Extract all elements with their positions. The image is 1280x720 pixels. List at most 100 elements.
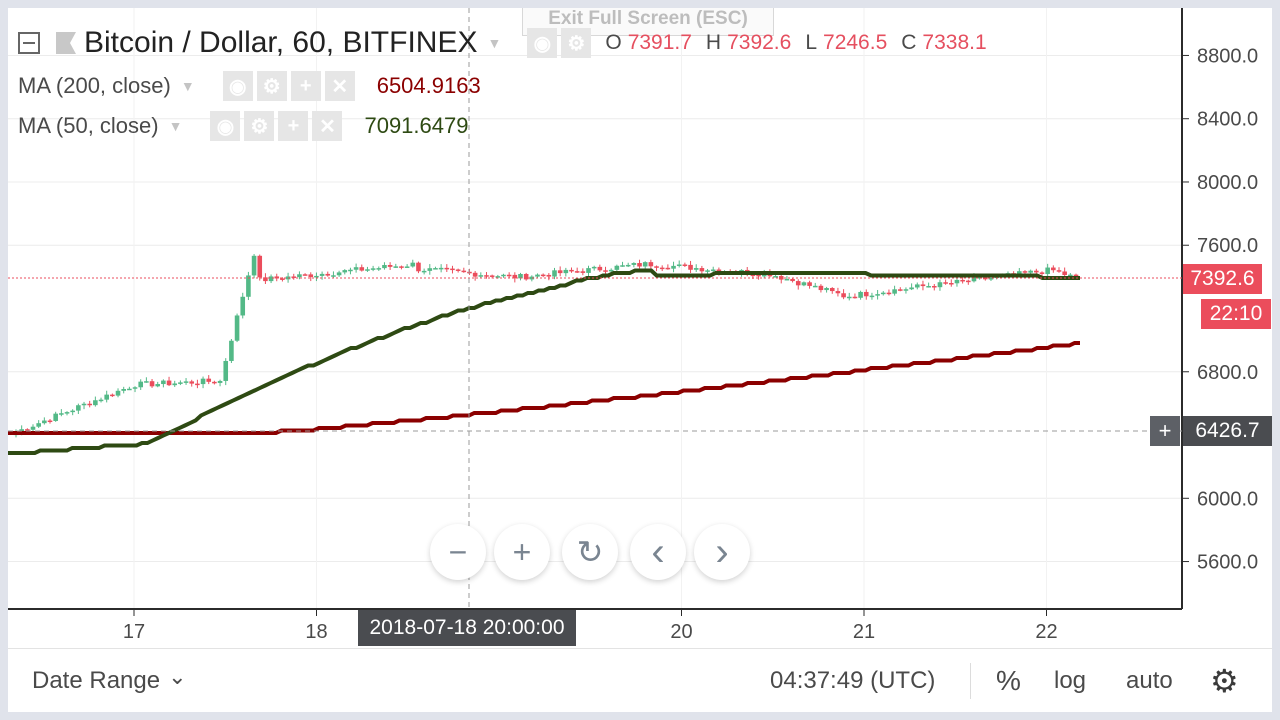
utc-clock[interactable]: 04:37:49 (UTC) [770, 667, 936, 694]
crosshair-add-button[interactable]: + [1150, 416, 1180, 446]
scroll-right-button[interactable]: › [694, 524, 750, 580]
candle-body [421, 270, 427, 273]
candle-body [132, 387, 138, 389]
candle-body [297, 274, 302, 278]
ma50-label[interactable]: MA (50, close) [18, 113, 159, 138]
ma200-buttons: ◉ ⚙ + ✕ [222, 71, 355, 101]
eye-icon[interactable]: ◉ [527, 28, 558, 58]
candle-body [671, 265, 676, 269]
candle-body [784, 278, 790, 281]
ohlc-open-key: O [605, 31, 622, 54]
eye-icon[interactable]: ◉ [210, 111, 241, 141]
candle-body [370, 268, 376, 270]
candle-body [909, 287, 914, 290]
candle-body [195, 383, 200, 386]
close-icon[interactable]: ✕ [312, 111, 343, 141]
candle-body [263, 277, 268, 282]
candle-body [863, 291, 869, 297]
candle-body [138, 381, 144, 388]
collapse-legend-icon[interactable] [18, 32, 40, 54]
chevron-down-icon[interactable]: ▼ [487, 35, 502, 51]
reset-icon[interactable]: ↻ [562, 524, 618, 580]
candle-body [1073, 274, 1079, 277]
chevron-down-icon: ⌄ [168, 664, 187, 689]
ma50-value: 7091.6479 [364, 113, 469, 138]
close-icon[interactable]: ✕ [324, 71, 355, 101]
candle-body [325, 273, 331, 276]
exit-fullscreen-button[interactable]: Exit Full Screen (ESC) [522, 8, 774, 36]
candle-body [620, 265, 625, 267]
crosshair-time-tag: 2018-07-18 20:00:00 [358, 610, 576, 646]
candle-body [506, 274, 512, 277]
candle-body [478, 275, 484, 277]
candle-body [331, 275, 336, 277]
candle-body [926, 286, 931, 288]
gear-icon[interactable]: ⚙ [1210, 663, 1239, 699]
candle-body [115, 390, 121, 396]
scroll-left-button[interactable]: ‹ [630, 524, 686, 580]
candle-body [70, 410, 75, 413]
candle-body [880, 292, 886, 295]
ohlc-open-value: 7391.7 [627, 31, 692, 54]
candle-body [416, 262, 421, 272]
gear-icon[interactable]: ⚙ [561, 28, 592, 58]
candle-body [433, 268, 438, 270]
percent-toggle[interactable]: % [996, 665, 1021, 696]
candle-body [1017, 271, 1022, 275]
plus-icon[interactable]: + [278, 111, 309, 141]
candle-body [846, 296, 852, 299]
candle-body [444, 267, 450, 270]
gear-icon[interactable]: ⚙ [256, 71, 287, 101]
price-tick-label: 8800.0 [1197, 45, 1258, 67]
candle-body [920, 284, 926, 287]
candle-body [98, 399, 104, 402]
candle-body [200, 378, 206, 385]
candle-body [166, 380, 172, 386]
candle-body [852, 296, 858, 299]
gear-icon[interactable]: ⚙ [244, 111, 275, 141]
candle-body [87, 403, 92, 406]
candle-body [625, 264, 631, 267]
price-tick-label: 8400.0 [1197, 109, 1258, 131]
candle-body [217, 380, 223, 383]
candle-body [535, 274, 540, 277]
date-range-button[interactable]: Date Range ⌄ [32, 649, 187, 712]
zoom-out-button[interactable]: − [430, 524, 486, 580]
candle-body [637, 263, 642, 267]
candle-body [274, 276, 280, 279]
candle-body [461, 270, 467, 273]
flag-icon[interactable] [56, 32, 76, 54]
auto-toggle[interactable]: auto [1126, 667, 1173, 694]
log-toggle[interactable]: log [1054, 667, 1087, 694]
candle-body [693, 268, 699, 270]
countdown-tag: 22:10 [1201, 299, 1271, 329]
plus-icon[interactable]: + [290, 71, 321, 101]
candle-body [977, 277, 982, 279]
last-price-tag: 7392.6 [1183, 264, 1262, 294]
ohlc-low-value: 7246.5 [823, 31, 888, 54]
candle-body [484, 275, 489, 277]
chart-canvas[interactable]: 8800.0 8400.0 8000.0 7600.0 6800.0 6000.0 5600… [8, 8, 1272, 648]
candle-body [223, 360, 229, 381]
candle-body [586, 268, 591, 273]
ma200-value: 6504.9163 [376, 73, 481, 98]
candle-body [631, 263, 637, 265]
candle-body [869, 295, 875, 298]
symbol-title[interactable]: Bitcoin / Dollar, 60, BITFINEX [84, 26, 478, 59]
candle-body [472, 272, 478, 277]
ma200-legend: MA (200, close) ▼ ◉ ⚙ + ✕ 6504.9163 [18, 71, 481, 101]
candle-body [110, 394, 115, 397]
chevron-down-icon[interactable]: ▼ [168, 118, 183, 134]
ohlc-close-key: C [901, 31, 917, 54]
ma200-label[interactable]: MA (200, close) [18, 73, 171, 98]
candle-body [234, 315, 240, 341]
eye-icon[interactable]: ◉ [222, 71, 253, 101]
candle-body [875, 294, 880, 296]
candle-body [240, 296, 246, 316]
zoom-in-button[interactable]: + [494, 524, 550, 580]
candle-body [1062, 271, 1067, 276]
grid [8, 8, 1182, 609]
candle-body [965, 280, 971, 283]
chevron-down-icon[interactable]: ▼ [180, 78, 195, 94]
candle-body [954, 279, 960, 284]
